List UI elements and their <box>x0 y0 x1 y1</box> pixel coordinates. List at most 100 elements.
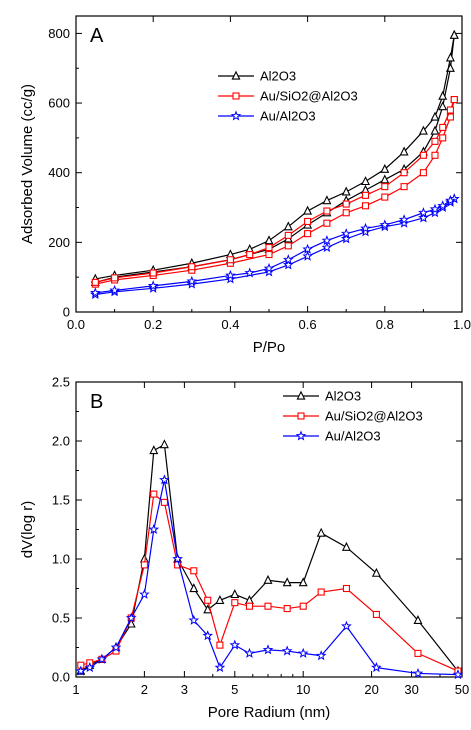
data-point <box>340 228 352 239</box>
data-point <box>341 186 351 196</box>
panel-letter: B <box>90 391 103 413</box>
data-point <box>299 602 307 610</box>
data-point <box>264 602 272 610</box>
data-point <box>231 599 239 607</box>
x-tick-label: 0.4 <box>221 317 239 332</box>
data-point <box>264 235 274 245</box>
data-point <box>381 183 389 191</box>
data-point <box>282 577 292 587</box>
data-point <box>323 219 331 227</box>
data-point <box>438 90 448 100</box>
legend-label: Al2O3 <box>260 69 296 84</box>
data-point <box>400 183 408 191</box>
data-point <box>316 527 326 537</box>
legend-marker <box>295 430 307 441</box>
data-point <box>149 445 159 455</box>
data-point <box>189 583 199 593</box>
data-point <box>430 125 440 135</box>
data-point <box>160 498 168 506</box>
data-point <box>341 620 352 631</box>
data-point <box>263 574 273 584</box>
x-tick-label: 1.0 <box>453 317 471 332</box>
data-point <box>413 615 423 625</box>
data-point <box>188 614 200 625</box>
x-tick-label: 1 <box>72 682 79 697</box>
data-point <box>110 641 122 653</box>
legend-label: Au/Al2O3 <box>325 429 381 444</box>
data-point <box>379 219 391 230</box>
data-point <box>84 661 96 673</box>
data-point <box>445 194 456 206</box>
panel-b: 1 2 3 5 10 20 30 50 0.0 0.5 1.0 1.5 2.0 2.5 Pore Radiu… <box>19 375 469 722</box>
data-point <box>226 256 234 264</box>
data-point <box>360 222 371 233</box>
data-point <box>111 274 119 282</box>
y-tick-label: 600 <box>48 96 70 111</box>
data-point <box>342 584 350 593</box>
data-point <box>398 217 410 228</box>
data-point <box>202 630 214 641</box>
x-tick-label: 20 <box>364 682 378 697</box>
data-point <box>298 577 308 587</box>
legend-label: Au/Al2O3 <box>260 109 316 124</box>
data-point <box>188 263 196 271</box>
data-point <box>303 205 313 215</box>
data-point <box>96 653 108 664</box>
data-point <box>140 561 148 569</box>
legend: Al2O3 Au/SiO2@Al2O3 Au/Al2O3 <box>283 389 423 444</box>
data-point <box>216 641 224 649</box>
y-tick-label: 400 <box>48 165 70 180</box>
data-point <box>361 202 370 210</box>
series-au-sio2-al2o3 <box>91 96 458 288</box>
data-point <box>150 490 158 498</box>
y-tick-label: 800 <box>48 26 70 41</box>
data-point <box>126 618 136 628</box>
data-point <box>244 647 255 658</box>
data-point <box>263 262 275 273</box>
data-point <box>418 125 428 135</box>
data-point <box>204 596 212 604</box>
legend-label: Al2O3 <box>325 389 361 404</box>
x-tick-label: 30 <box>404 682 418 697</box>
y-tick-label: 200 <box>48 235 70 250</box>
x-tick-label: 0.6 <box>299 317 317 332</box>
y-axis-title: Adsorbed Volume (cc/g) <box>19 84 36 244</box>
panel-a: 0.0 0.2 0.4 0.6 0.8 1.0 0 200 400 600 800 P/Po Adsor… <box>19 15 471 356</box>
data-point <box>412 667 424 678</box>
data-point <box>381 193 389 201</box>
data-point <box>418 207 429 218</box>
data-point <box>322 195 332 205</box>
data-point <box>262 644 274 655</box>
legend-marker <box>231 70 241 80</box>
data-point <box>75 665 87 676</box>
data-point <box>172 553 183 564</box>
x-tick-label: 3 <box>181 682 188 697</box>
data-point <box>246 250 254 259</box>
data-point <box>446 106 454 114</box>
panel-letter: A <box>90 25 104 47</box>
data-point <box>304 230 312 238</box>
data-point <box>452 669 464 680</box>
data-point <box>449 29 459 39</box>
series-au-al2o3 <box>89 193 460 300</box>
data-point <box>148 523 160 535</box>
data-point <box>429 207 441 218</box>
data-point <box>317 588 325 596</box>
series-line-curve <box>80 492 459 672</box>
x-tick-label: 50 <box>455 682 469 697</box>
data-point <box>229 639 241 650</box>
data-point <box>214 661 226 673</box>
data-point <box>263 266 275 277</box>
data-point <box>371 661 382 673</box>
data-point <box>450 96 458 104</box>
data-point <box>282 254 294 265</box>
data-point <box>400 169 408 177</box>
data-point <box>380 163 390 173</box>
data-point <box>360 226 371 237</box>
legend: Al2O3 Au/SiO2@Al2O3 Au/Al2O3 <box>218 69 358 124</box>
series-line-desorption <box>95 99 455 283</box>
data-point <box>321 235 333 246</box>
data-point <box>419 151 427 159</box>
data-point <box>283 221 293 231</box>
